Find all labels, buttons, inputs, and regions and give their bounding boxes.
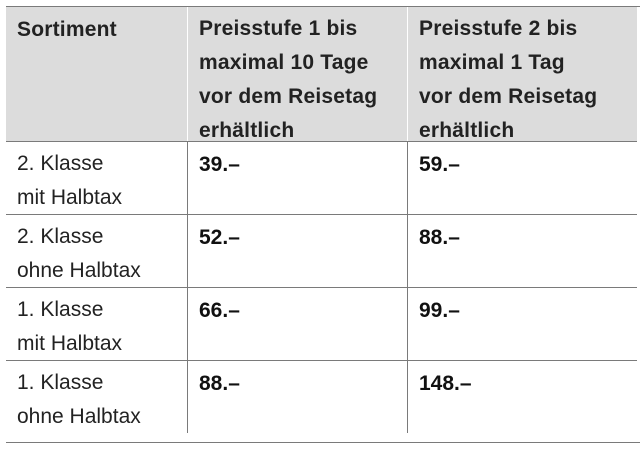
row-label-line: ohne Halbtax xyxy=(17,405,141,428)
price-table: Sortiment Preisstufe 1 bis maximal 10 Ta… xyxy=(6,6,640,443)
row-label-line: 1. Klasse xyxy=(17,298,104,321)
header-preisstufe-2: Preisstufe 2 bis maximal 1 Tag vor dem R… xyxy=(407,7,637,141)
row-label: 2. Klasse ohne Halbtax xyxy=(6,214,187,287)
header-line: erhältlich xyxy=(419,119,515,141)
header-line: erhältlich xyxy=(199,119,295,141)
header-line: maximal 10 Tage xyxy=(199,51,369,74)
price-cell: 66.– xyxy=(187,287,407,360)
row-label-line: mit Halbtax xyxy=(17,332,123,355)
header-line: Sortiment xyxy=(17,18,117,41)
header-line: Preisstufe 1 bis xyxy=(199,17,358,40)
price-cell: 39.– xyxy=(187,141,407,214)
row-label: 1. Klasse mit Halbtax xyxy=(6,287,187,360)
header-line: Preisstufe 2 bis xyxy=(419,17,578,40)
header-line: vor dem Reisetag xyxy=(419,85,598,108)
price-cell: 99.– xyxy=(407,287,637,360)
header-line: vor dem Reisetag xyxy=(199,85,378,108)
row-label: 2. Klasse mit Halbtax xyxy=(6,141,187,214)
header-preisstufe-1: Preisstufe 1 bis maximal 10 Tage vor dem… xyxy=(187,7,407,141)
row-label: 1. Klasse ohne Halbtax xyxy=(6,360,187,433)
row-label-line: 2. Klasse xyxy=(17,152,104,175)
price-cell: 59.– xyxy=(407,141,637,214)
row-label-line: 2. Klasse xyxy=(17,225,104,248)
header-line: maximal 1 Tag xyxy=(419,51,565,74)
row-label-line: mit Halbtax xyxy=(17,186,123,209)
price-cell: 88.– xyxy=(407,214,637,287)
row-label-line: 1. Klasse xyxy=(17,371,104,394)
row-label-line: ohne Halbtax xyxy=(17,259,141,282)
price-cell: 52.– xyxy=(187,214,407,287)
price-cell: 88.– xyxy=(187,360,407,433)
price-cell: 148.– xyxy=(407,360,637,433)
header-sortiment: Sortiment xyxy=(6,7,187,141)
